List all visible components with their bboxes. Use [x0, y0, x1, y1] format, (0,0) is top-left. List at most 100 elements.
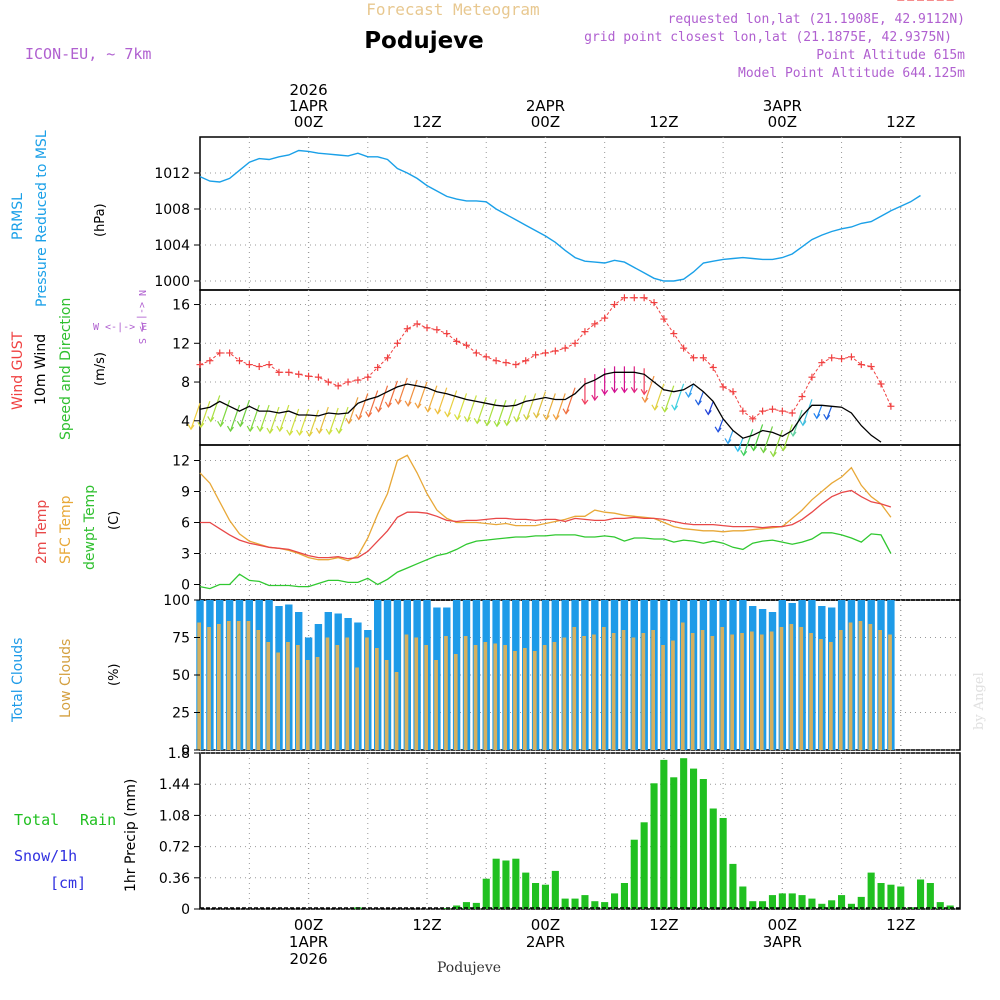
wind-arrow-head — [640, 388, 648, 396]
wind-arrow-head — [601, 388, 609, 396]
bottom-time-label: 2026 — [289, 950, 327, 968]
wind-arrow-head — [424, 406, 432, 413]
wind-gust-label: Wind GUST — [10, 331, 26, 410]
wind-arrow — [816, 405, 823, 419]
wind-arrow — [743, 429, 754, 456]
precip-bar — [887, 884, 895, 909]
precip-bar — [749, 901, 757, 909]
y-tick-label: 0 — [181, 902, 190, 918]
grid-lines — [200, 137, 960, 910]
precip-panel — [199, 752, 961, 910]
low-cloud-bar — [838, 630, 843, 750]
wind-arrow — [565, 387, 576, 414]
low-cloud-bar — [246, 621, 251, 750]
low-cloud-bar — [868, 624, 873, 750]
wind-arrow-head — [226, 425, 234, 433]
precip-snow-label: Snow/1h — [14, 847, 77, 865]
precip-bar — [788, 893, 796, 909]
low-cloud-bar — [217, 624, 221, 750]
clouds-low-label: Low Clouds — [58, 639, 74, 718]
wind-arrow-head — [562, 408, 570, 415]
precip-bar — [778, 893, 786, 909]
wind-arrow-head — [789, 430, 797, 438]
precip-bar — [472, 902, 480, 909]
low-cloud-bar — [444, 636, 448, 750]
low-cloud-bar — [325, 637, 330, 750]
low-cloud-bar — [197, 622, 201, 750]
y-tick-label: 0 — [181, 578, 190, 594]
precip-bar — [482, 878, 490, 909]
wind-arrow — [717, 418, 724, 433]
precip-bar — [699, 779, 707, 909]
precip-bar — [838, 895, 846, 909]
wind-arrow — [753, 424, 764, 451]
low-cloud-bar — [404, 634, 409, 750]
precip-bar — [808, 898, 816, 909]
wind-arrow-head — [513, 416, 521, 423]
precip-bar — [798, 895, 806, 909]
y-tick-label: 12 — [172, 336, 190, 352]
precip-bar — [453, 905, 461, 909]
wind-arrow-head — [296, 429, 304, 437]
y-tick-label: 12 — [172, 454, 190, 470]
precip-bar — [709, 808, 717, 909]
clouds-unit: (%) — [107, 664, 122, 687]
pressure-label-msl: Pressure Reduced to MSL — [34, 130, 50, 307]
y-tick-label: 1008 — [154, 202, 190, 218]
wind-arrow — [437, 387, 448, 414]
precip-bar — [877, 883, 885, 909]
wind-arrow — [772, 430, 783, 457]
low-cloud-bar — [789, 624, 794, 750]
wind-arrow-head — [734, 445, 742, 453]
wind-arrow — [545, 393, 556, 420]
wind-arrow-head — [769, 450, 777, 458]
wind-arrow — [802, 399, 813, 426]
low-cloud-bar — [552, 642, 557, 750]
bottom-time-label: 12Z — [412, 916, 441, 934]
temp-dew-label: dewpt Temp — [82, 485, 98, 570]
clouds-total-label: Total Clouds — [10, 638, 26, 723]
y-tick-label: 8 — [181, 375, 190, 391]
low-cloud-bar — [779, 627, 784, 750]
wind-arrow — [466, 395, 477, 422]
y-tick-label: 1012 — [154, 166, 190, 182]
precip-bar — [759, 901, 767, 909]
y-tick-label: 100 — [163, 593, 190, 609]
wind-arrow — [279, 404, 290, 432]
wind-arrow-head — [394, 398, 402, 406]
wind-arrow-head — [724, 438, 732, 445]
low-cloud-bar — [799, 627, 804, 750]
wind-arrow-head — [759, 447, 767, 454]
precip-bar — [591, 901, 599, 909]
low-cloud-bar — [542, 645, 547, 750]
wind-arrow-head — [286, 429, 294, 437]
precip-bar — [847, 903, 855, 909]
precip-bar — [571, 898, 579, 909]
precip-bar — [541, 884, 549, 909]
wind-arrow-head — [552, 414, 560, 421]
point-altitude: Point Altitude 615m — [816, 48, 965, 63]
wind-arrow-head — [684, 391, 692, 399]
precip-bar — [630, 839, 638, 909]
wind-arrow — [707, 401, 714, 415]
wind-arrow — [506, 399, 517, 426]
wind-arrow-head — [630, 387, 638, 394]
wind-arrow-head — [532, 412, 540, 419]
wind-arrow-head — [473, 418, 481, 425]
top-time-label: 2APR — [526, 97, 565, 115]
low-cloud-bar — [355, 667, 359, 750]
low-cloud-bar — [641, 633, 646, 750]
precip-bar — [936, 902, 944, 909]
precip-bar — [640, 822, 648, 909]
requested-coords: requested lon,lat (21.1908E, 42.9112N) — [668, 12, 965, 27]
low-cloud-bar — [720, 627, 725, 750]
wind-arrow-head — [694, 399, 702, 406]
low-cloud-bar — [671, 640, 675, 750]
y-tick-label: 1.08 — [159, 808, 190, 824]
top-time-label: 00Z — [768, 113, 797, 131]
low-cloud-bar — [700, 630, 705, 750]
precip-bar — [729, 863, 737, 909]
wind-arrow-head — [651, 404, 659, 411]
low-cloud-bar — [434, 660, 438, 750]
credit-watermark: by Angel — [972, 672, 987, 730]
